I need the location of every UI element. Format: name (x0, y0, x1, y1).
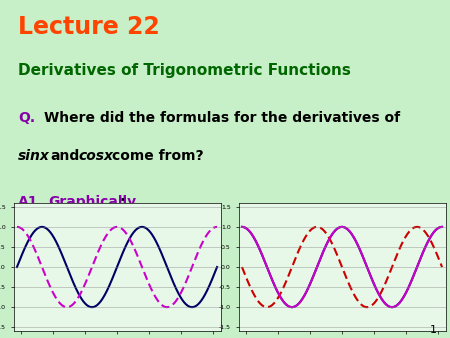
Text: Q.: Q. (18, 111, 35, 125)
Text: sinx: sinx (18, 149, 50, 163)
Text: Where did the formulas for the derivatives of: Where did the formulas for the derivativ… (44, 111, 400, 125)
Text: 1: 1 (429, 324, 436, 335)
Text: A1.: A1. (18, 195, 44, 209)
Text: and: and (50, 149, 80, 163)
Text: Lecture 22: Lecture 22 (18, 15, 160, 39)
Text: cosx: cosx (79, 149, 114, 163)
Text: come from?: come from? (112, 149, 203, 163)
Text: :: : (120, 195, 125, 209)
Text: Graphically: Graphically (49, 195, 137, 209)
Text: Derivatives of Trigonometric Functions: Derivatives of Trigonometric Functions (18, 63, 351, 78)
